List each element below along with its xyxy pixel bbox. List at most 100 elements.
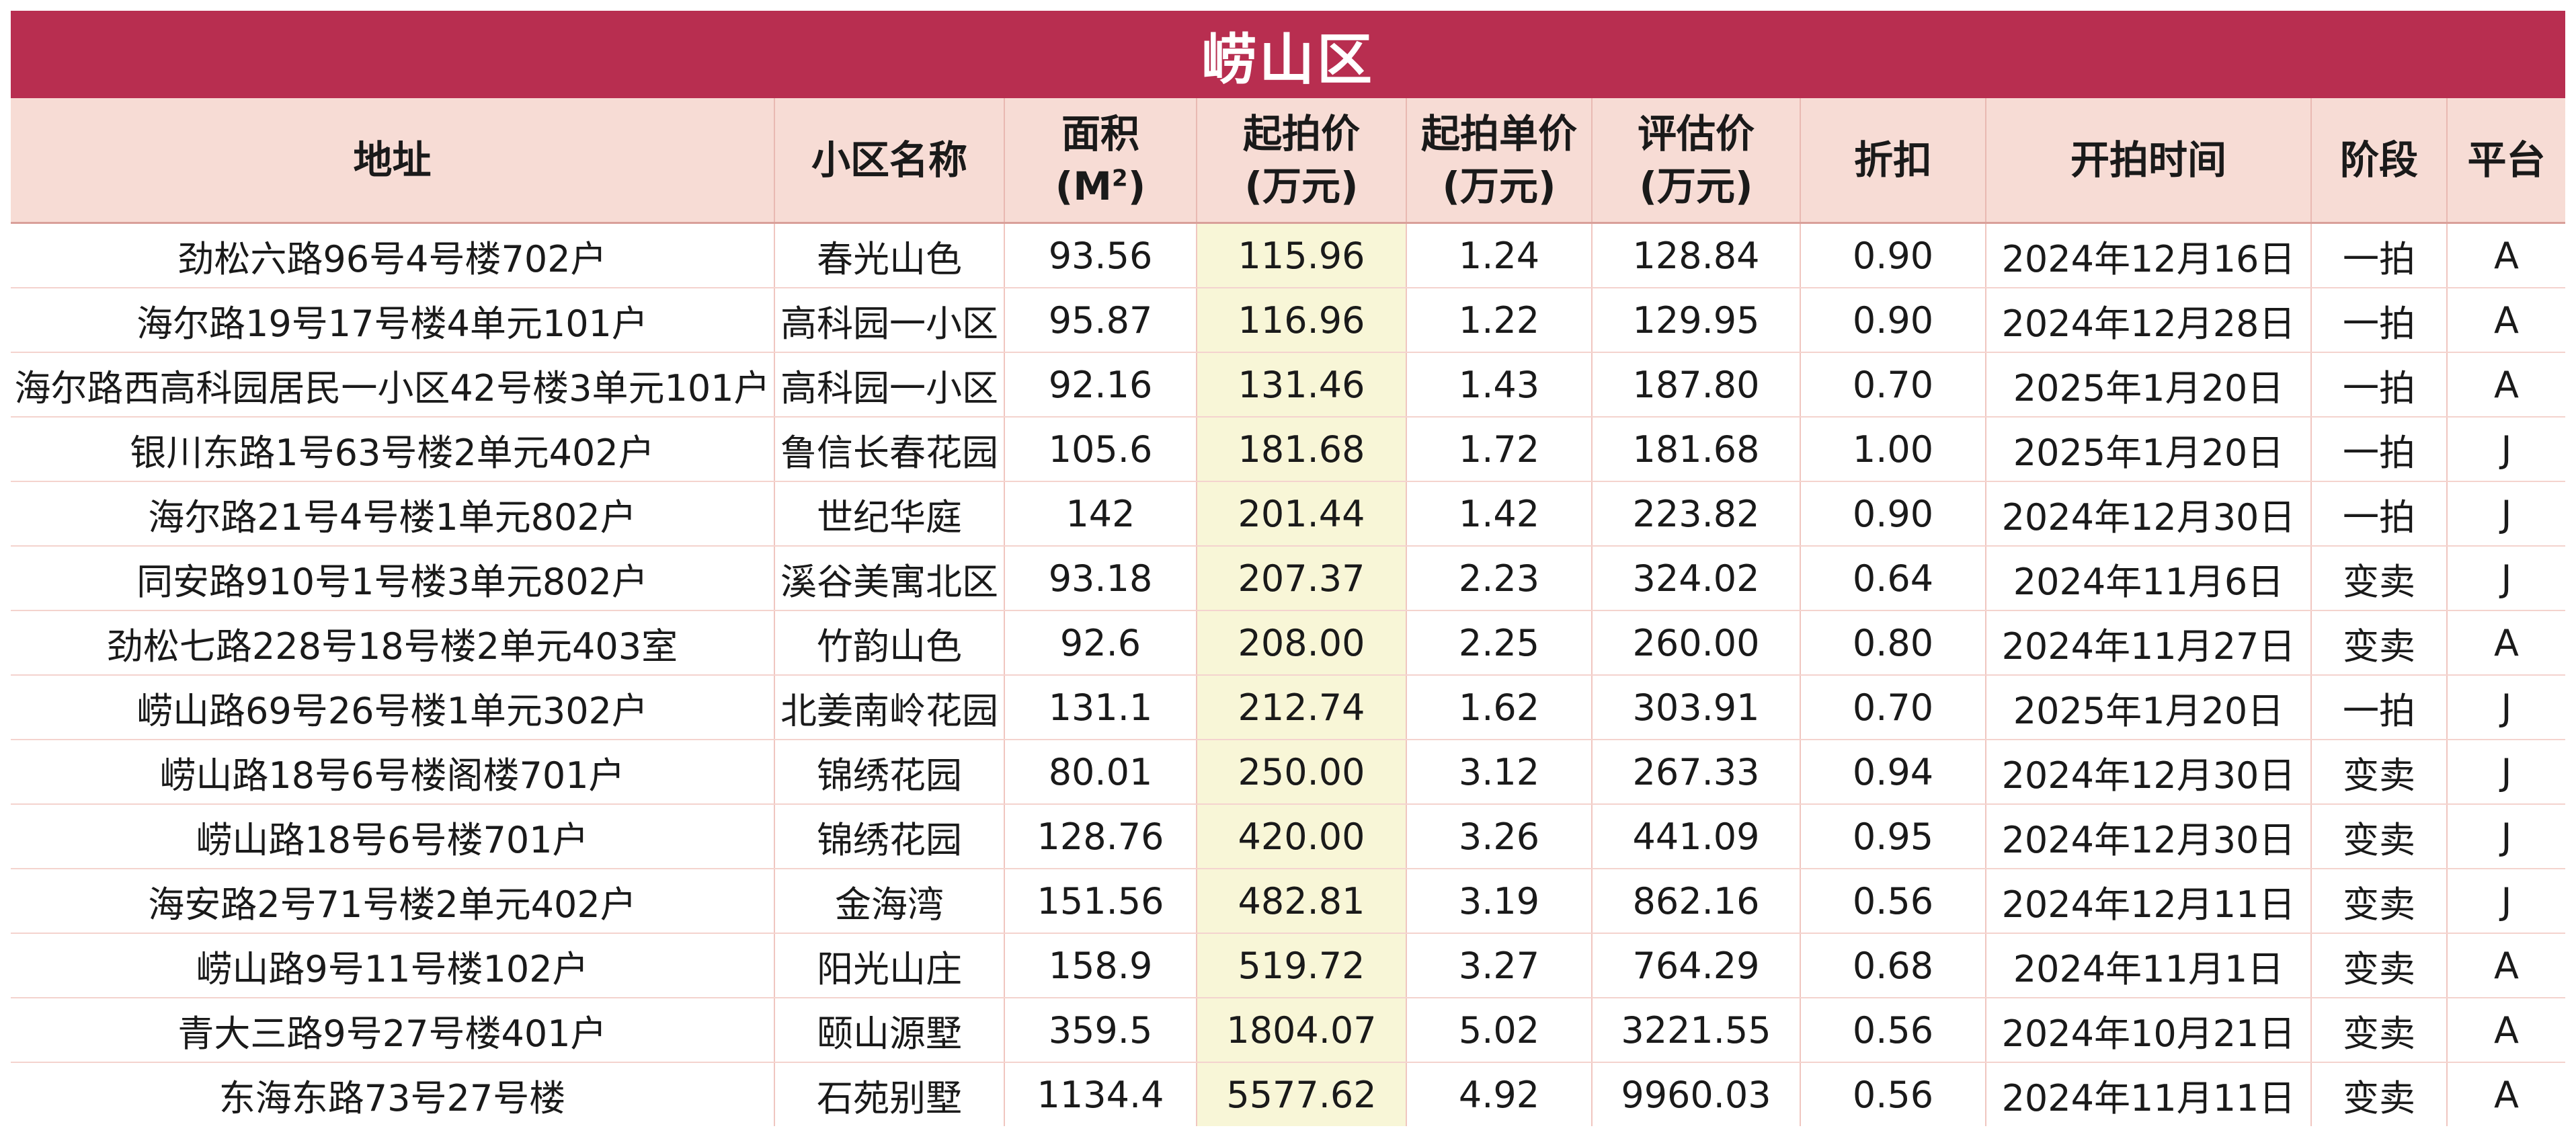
cell-appraisal[interactable]: 181.68 (1592, 417, 1801, 482)
cell-discount[interactable]: 0.94 (1800, 740, 1986, 805)
cell-platform[interactable]: A (2447, 610, 2565, 676)
cell-discount[interactable]: 0.70 (1800, 352, 1986, 418)
cell-area[interactable]: 92.6 (1004, 610, 1197, 676)
cell-start-date[interactable]: 2024年11月6日 (1986, 546, 2312, 611)
cell-stage[interactable]: 一拍 (2311, 223, 2448, 288)
cell-platform[interactable]: A (2494, 1073, 2519, 1116)
cell-community[interactable]: 高科园一小区 (774, 288, 1005, 353)
cell-appraisal[interactable]: 862.16 (1592, 869, 1801, 934)
cell-address[interactable]: 崂山路9号11号楼102户 (11, 933, 775, 998)
header-unit-price[interactable]: 起拍单价 (万元) (1406, 98, 1593, 224)
cell-discount[interactable]: 0.56 (1800, 1062, 1986, 1126)
cell-stage[interactable]: 变卖 (2311, 998, 2448, 1063)
cell-start-date[interactable]: 2024年12月30日 (1986, 804, 2312, 869)
cell-area[interactable]: 92.16 (1004, 352, 1197, 418)
cell-area[interactable]: 128.76 (1004, 804, 1197, 869)
header-appraisal[interactable]: 评估价 (万元) (1592, 98, 1801, 224)
table-row[interactable]: 劲松七路228号18号楼2单元403室 竹韵山色 92.6 208.00 2.25 260… (11, 610, 2565, 676)
cell-discount[interactable]: 0.68 (1800, 933, 1986, 998)
cell-appraisal[interactable]: 441.09 (1592, 804, 1801, 869)
cell-unit-price[interactable]: 3.12 (1406, 740, 1593, 805)
cell-appraisal[interactable]: 324.02 (1592, 546, 1801, 611)
cell-address[interactable]: 同安路910号1号楼3单元802户 (11, 546, 775, 611)
cell-unit-price[interactable]: 5.02 (1406, 998, 1593, 1063)
cell-discount[interactable]: 0.70 (1800, 675, 1986, 740)
cell-community[interactable]: 竹韵山色 (774, 610, 1005, 676)
cell-platform[interactable]: J (2447, 481, 2565, 547)
cell-community[interactable]: 锦绣花园 (774, 804, 1005, 869)
cell-address[interactable]: 海安路2号71号楼2单元402户 (11, 869, 775, 934)
cell-community[interactable]: 石苑别墅 (774, 1062, 1005, 1126)
cell-community[interactable]: 锦绣花园 (774, 740, 1005, 805)
table-row[interactable]: 同安路910号1号楼3单元802户 溪谷美寓北区 93.18 207.37 2.23 32… (11, 546, 2565, 611)
cell-unit-price[interactable]: 3.19 (1406, 869, 1593, 934)
cell-platform[interactable]: J (2447, 417, 2565, 482)
cell-platform[interactable]: A (2447, 998, 2565, 1063)
cell-stage[interactable]: 变卖 (2311, 933, 2448, 998)
cell-discount[interactable]: 1.00 (1800, 417, 1986, 482)
cell-stage[interactable]: 变卖 (2311, 1062, 2448, 1126)
table-row[interactable]: 崂山路69号26号楼1单元302户 北姜南岭花园 131.1 212.74 1.62 30… (11, 675, 2565, 740)
cell-start-price[interactable]: 131.46 (1197, 352, 1407, 418)
cell-address[interactable]: 劲松七路228号18号楼2单元403室 (11, 610, 775, 676)
cell-address[interactable]: 崂山路18号6号楼701户 (11, 804, 775, 869)
cell-start-price[interactable]: 5577.62 (1197, 1062, 1407, 1126)
cell-start-date[interactable]: 2024年11月11日 (1986, 1062, 2312, 1126)
cell-area[interactable]: 80.01 (1004, 740, 1197, 805)
cell-community[interactable]: 鲁信长春花园 (774, 417, 1005, 482)
header-platform[interactable]: 平台 (2447, 98, 2565, 224)
cell-area[interactable]: 131.1 (1004, 675, 1197, 740)
cell-appraisal[interactable]: 260.00 (1592, 610, 1801, 676)
cell-community[interactable]: 高科园一小区 (774, 352, 1005, 418)
cell-address[interactable]: 青大三路9号27号楼401户 (11, 998, 775, 1063)
cell-start-price[interactable]: 115.96 (1197, 223, 1407, 288)
cell-start-date[interactable]: 2025年1月20日 (1986, 675, 2312, 740)
table-row[interactable]: 崂山路18号6号楼阁楼701户 锦绣花园 80.01 250.00 3.12 267.33… (11, 740, 2565, 805)
cell-start-price[interactable]: 482.81 (1197, 869, 1407, 934)
cell-address[interactable]: 海尔路19号17号楼4单元101户 (11, 288, 775, 353)
cell-unit-price[interactable]: 1.24 (1406, 223, 1593, 288)
cell-appraisal[interactable]: 129.95 (1592, 288, 1801, 353)
cell-start-date[interactable]: 2024年12月28日 (1986, 288, 2312, 353)
cell-platform[interactable]: J (2447, 675, 2565, 740)
cell-unit-price[interactable]: 2.23 (1406, 546, 1593, 611)
header-start-date[interactable]: 开拍时间 (1986, 98, 2312, 224)
header-address[interactable]: 地址 (11, 98, 775, 224)
cell-area[interactable]: 142 (1004, 481, 1197, 547)
cell-unit-price[interactable]: 4.92 (1406, 1062, 1593, 1126)
header-area[interactable]: 面积 (M2) (1004, 98, 1197, 224)
header-discount[interactable]: 折扣 (1800, 98, 1986, 224)
cell-community[interactable]: 春光山色 (774, 223, 1005, 288)
cell-area[interactable]: 105.6 (1004, 417, 1197, 482)
cell-area[interactable]: 158.9 (1004, 933, 1197, 998)
cell-start-date[interactable]: 2025年1月20日 (1986, 417, 2312, 482)
cell-stage[interactable]: 一拍 (2311, 417, 2448, 482)
cell-platform[interactable]: A (2447, 933, 2565, 998)
cell-start-date[interactable]: 2025年1月20日 (1986, 352, 2312, 418)
cell-stage[interactable]: 一拍 (2311, 288, 2448, 353)
cell-stage[interactable]: 一拍 (2311, 481, 2448, 547)
cell-platform[interactable]: A (2447, 288, 2565, 353)
cell-discount[interactable]: 0.56 (1800, 998, 1986, 1063)
cell-platform[interactable]: J (2447, 546, 2565, 611)
cell-stage[interactable]: 一拍 (2311, 352, 2448, 418)
cell-start-price[interactable]: 207.37 (1197, 546, 1407, 611)
cell-community[interactable]: 世纪华庭 (774, 481, 1005, 547)
cell-unit-price[interactable]: 1.22 (1406, 288, 1593, 353)
cell-unit-price[interactable]: 1.43 (1406, 352, 1593, 418)
cell-area[interactable]: 1134.4 (1004, 1062, 1197, 1126)
cell-appraisal[interactable]: 3221.55 (1592, 998, 1801, 1063)
cell-start-date[interactable]: 2024年12月16日 (1986, 223, 2312, 288)
cell-appraisal[interactable]: 303.91 (1592, 675, 1801, 740)
cell-start-price[interactable]: 420.00 (1197, 804, 1407, 869)
cell-start-price[interactable]: 201.44 (1197, 481, 1407, 547)
cell-unit-price[interactable]: 2.25 (1406, 610, 1593, 676)
cell-unit-price[interactable]: 1.72 (1406, 417, 1593, 482)
cell-area[interactable]: 359.5 (1004, 998, 1197, 1063)
cell-discount[interactable]: 0.95 (1800, 804, 1986, 869)
cell-discount[interactable]: 0.90 (1800, 288, 1986, 353)
cell-start-date[interactable]: 2024年12月30日 (1986, 740, 2312, 805)
header-community[interactable]: 小区名称 (774, 98, 1005, 224)
cell-area[interactable]: 95.87 (1004, 288, 1197, 353)
table-row[interactable]: 劲松六路96号4号楼702户 春光山色 93.56 115.96 1.24 128.84 0… (11, 223, 2565, 288)
